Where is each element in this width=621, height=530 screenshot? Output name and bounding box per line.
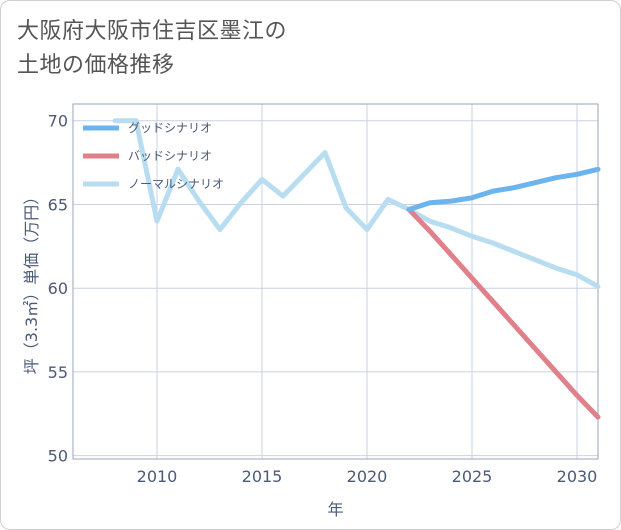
y-tick-label: 70	[48, 112, 68, 131]
plot-frame	[72, 103, 599, 460]
y-tick-label: 55	[48, 363, 68, 382]
legend-label-normal: ノーマルシナリオ	[128, 177, 224, 191]
legend-label-good: グッドシナリオ	[128, 121, 212, 135]
x-tick-label: 2025	[452, 467, 493, 486]
y-tick-label: 50	[48, 447, 68, 466]
x-tick-label: 2010	[137, 467, 178, 486]
series-layer	[112, 118, 601, 420]
chart-title: 大阪府大阪市住吉区墨江の 土地の価格推移	[17, 15, 577, 83]
x-tick-label: 2015	[242, 467, 283, 486]
x-axis-title: 年	[327, 500, 343, 519]
grid-lines	[73, 104, 598, 459]
x-tick-label: 2020	[347, 467, 388, 486]
legend-label-bad: バッドシナリオ	[128, 149, 212, 163]
chart-title-line2: 土地の価格推移	[17, 53, 175, 78]
y-axis-title: 坪（3.3㎡）単価（万円）	[22, 189, 41, 374]
x-tick-label: 2030	[557, 467, 598, 486]
y-tick-label: 65	[48, 195, 68, 214]
y-tick-label: 60	[48, 279, 68, 298]
series-line-normal	[112, 118, 601, 289]
chart-title-line1: 大阪府大阪市住吉区墨江の	[17, 19, 288, 44]
x-tick-labels: 2010 2015 2020 2025 2030	[137, 467, 598, 486]
series-line-good	[406, 166, 601, 212]
series-line-bad	[406, 207, 601, 420]
y-tick-labels: 50 55 60 65 70	[48, 112, 68, 466]
